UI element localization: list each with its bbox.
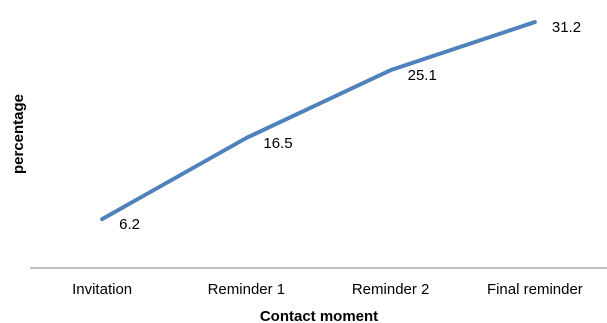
y-axis-title: percentage: [10, 94, 27, 174]
data-label: 6.2: [119, 216, 140, 233]
x-axis-title: Contact moment: [260, 308, 378, 323]
series-line: [100, 20, 537, 222]
x-tick-label: Reminder 1: [208, 281, 286, 298]
data-label: 16.5: [263, 135, 292, 152]
x-tick-label: Final reminder: [487, 281, 583, 298]
data-label: 31.2: [552, 19, 581, 36]
data-label: 25.1: [408, 67, 437, 84]
x-tick-label: Invitation: [72, 281, 132, 298]
x-tick-label: Reminder 2: [352, 281, 430, 298]
